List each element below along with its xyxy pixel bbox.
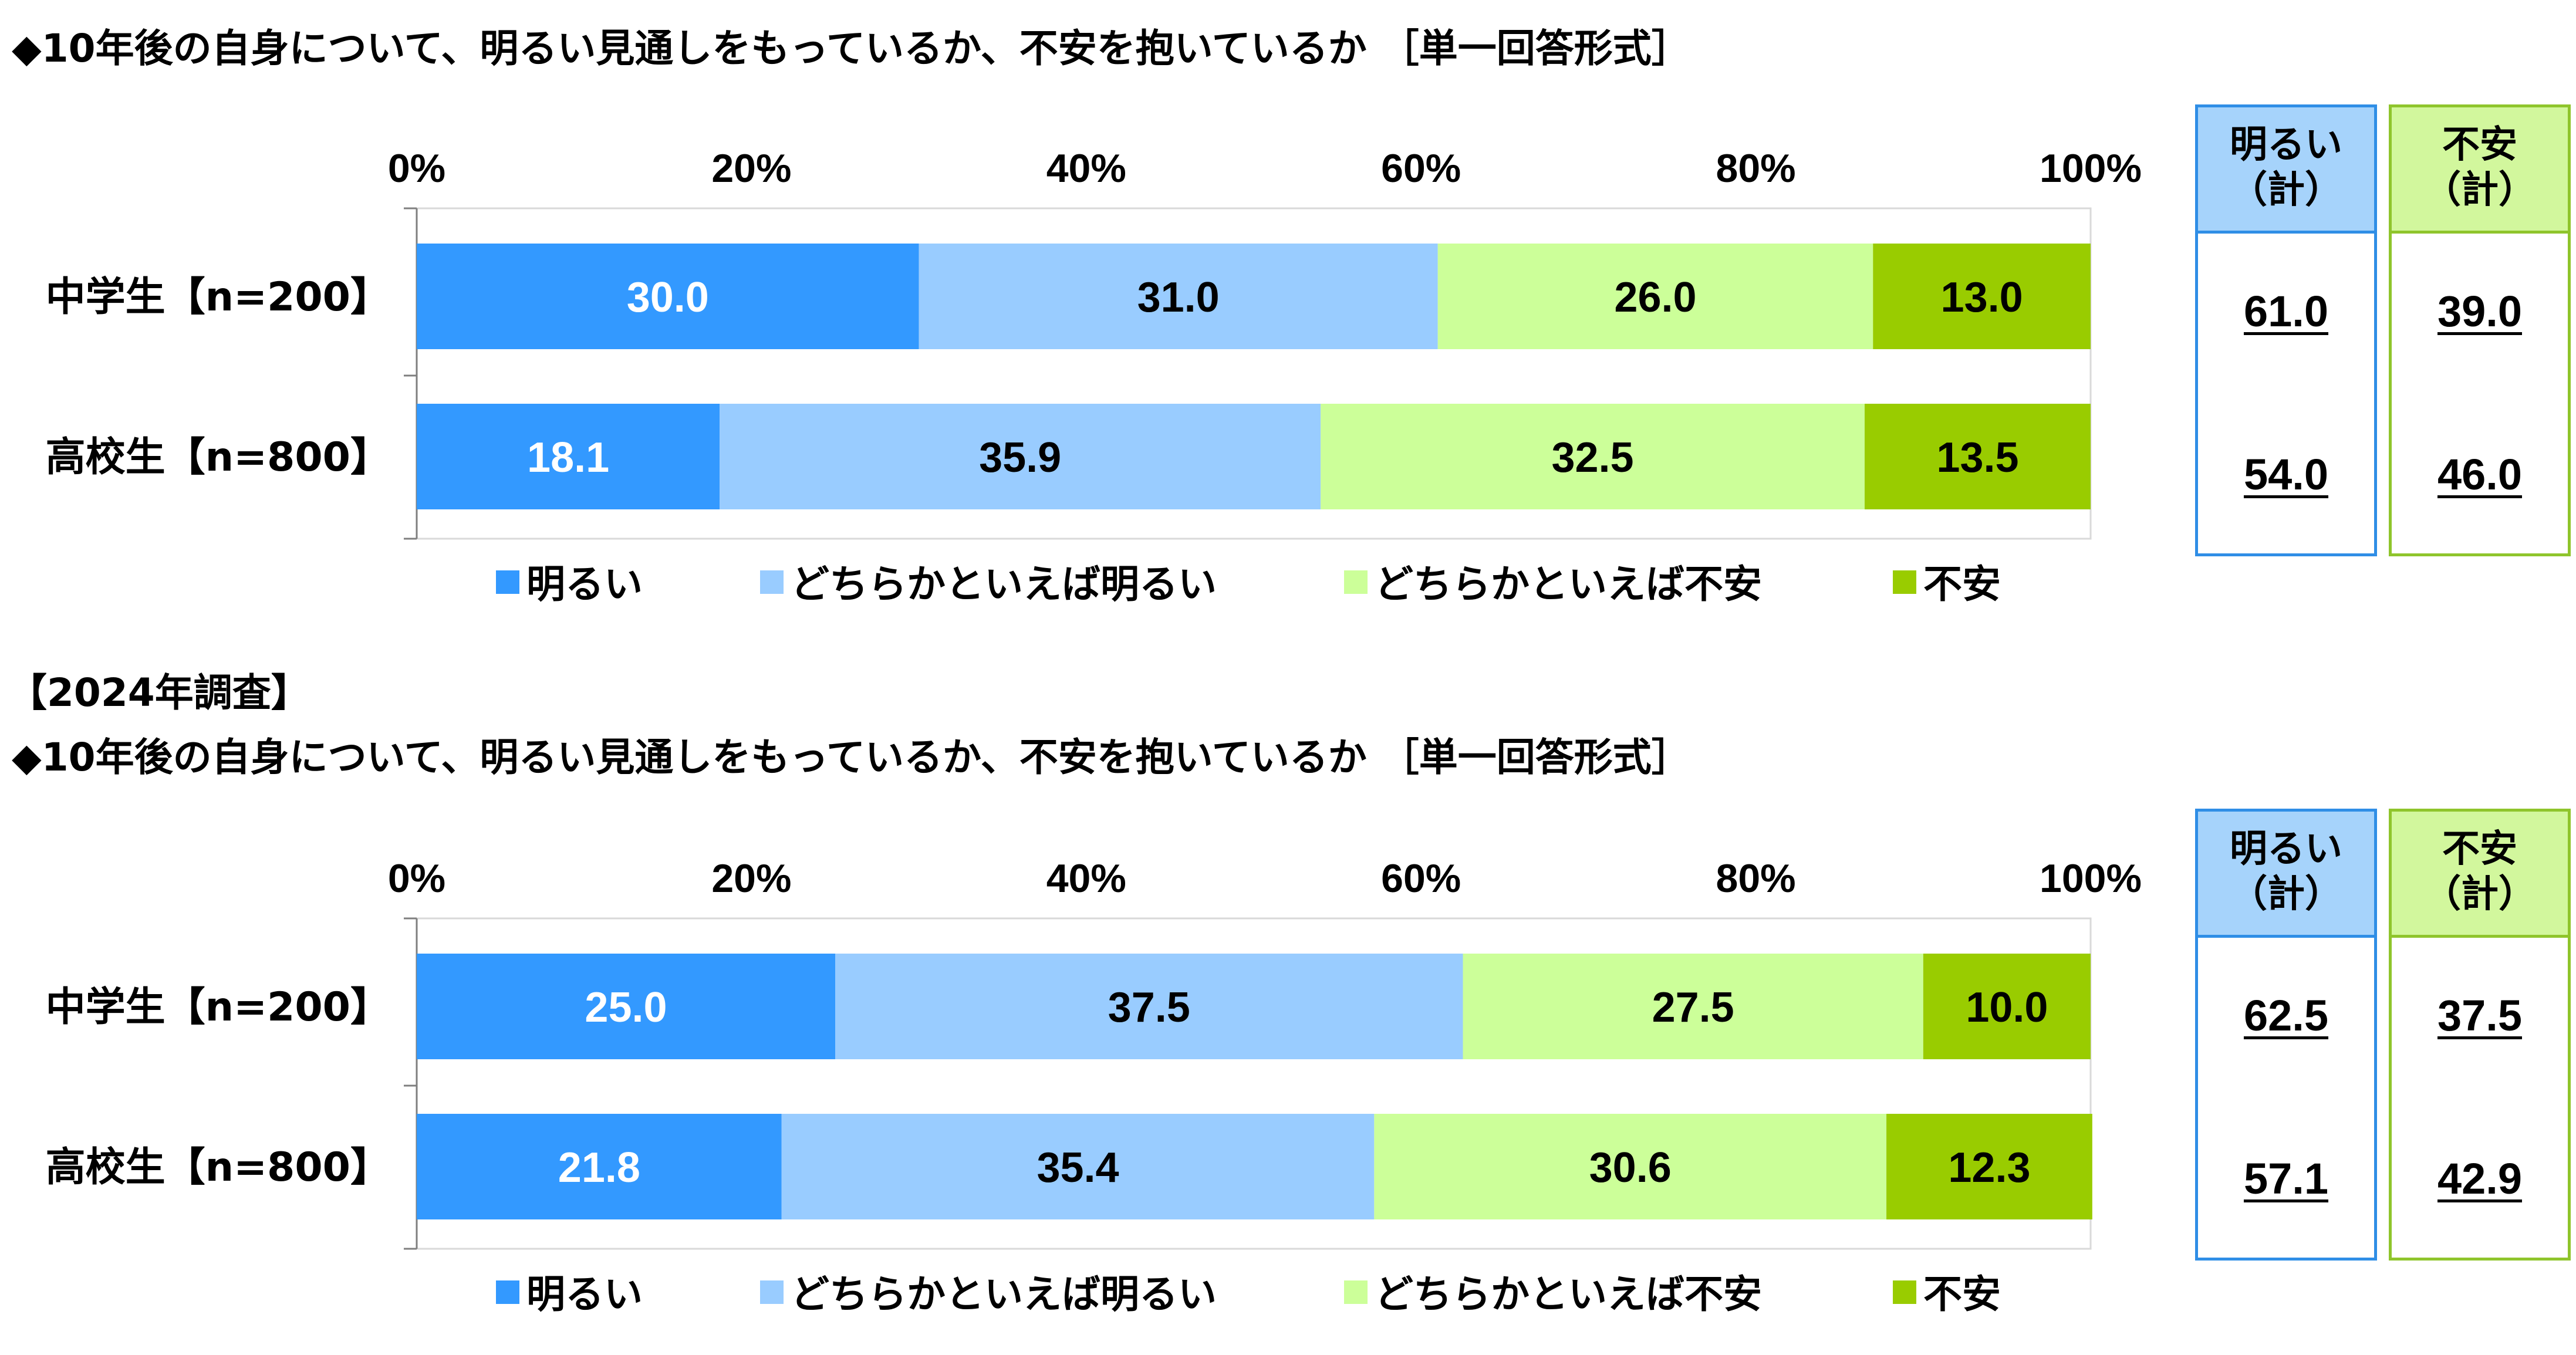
- bar-segment-1-0-3: [1873, 244, 2091, 349]
- category-label-2-1: 高校生【n=800】: [46, 1144, 390, 1191]
- summary-header-bright-2-line1: 明るい: [2230, 827, 2342, 871]
- legend-label-1-1: どちらかといえば明るい: [791, 562, 1217, 607]
- summary-box-anxious-1: 39.0 46.0: [2389, 234, 2571, 556]
- category-label-1-1: 高校生【n=800】: [46, 434, 390, 481]
- x-tick-label-2-4: 80%: [1716, 856, 1796, 901]
- x-tick-label-1-3: 60%: [1381, 146, 1461, 191]
- bar-segment-2-0-0: [417, 954, 835, 1059]
- summary-value-anxious-2-row2: 42.9: [2437, 1154, 2523, 1203]
- legend-swatch-1-3: [1893, 570, 1916, 594]
- legend-swatch-1-1: [760, 570, 784, 594]
- x-tick-label-1-1: 20%: [711, 146, 791, 191]
- legend-label-1-2: どちらかといえば不安: [1375, 562, 1762, 607]
- data-label-1-1-0: 18.1: [527, 434, 609, 481]
- summary-box-bright-1: 61.0 54.0: [2195, 234, 2377, 556]
- bar-segment-1-1-0: [417, 404, 720, 509]
- stacked-bar-chart-1: 0% 20% 40% 60% 80% 100% 中学生【n=200】 30.0 31.0 26.0…: [46, 146, 2142, 607]
- legend-label-2-1: どちらかといえば明るい: [791, 1272, 1217, 1317]
- legend-swatch-2-1: [760, 1280, 784, 1304]
- x-tick-label-1-5: 100%: [2040, 146, 2142, 191]
- x-tick-label-1-4: 80%: [1716, 146, 1796, 191]
- bar-segment-2-1-1: [781, 1114, 1375, 1219]
- data-label-1-1-2: 32.5: [1551, 434, 1633, 481]
- summary-header-anxious-2-line2: （計）: [2423, 872, 2536, 916]
- legend-label-1-3: 不安: [1923, 562, 2001, 607]
- x-tick-label-2-2: 40%: [1046, 856, 1126, 901]
- data-label-2-0-1: 37.5: [1108, 984, 1190, 1031]
- x-tick-label-2-5: 100%: [2040, 856, 2142, 901]
- chart-title-1: ◆10年後の自身について、明るい見通しをもっているか、不安を抱いているか ［単一…: [12, 26, 1690, 71]
- bar-segment-1-1-2: [1321, 404, 1865, 509]
- data-label-2-1-3: 12.3: [1948, 1144, 2030, 1191]
- data-label-1-0-0: 30.0: [627, 274, 709, 321]
- data-label-2-1-1: 35.4: [1037, 1144, 1119, 1191]
- data-label-1-0-1: 31.0: [1137, 274, 1220, 321]
- bar-segment-2-0-3: [1923, 954, 2091, 1059]
- data-label-2-1-2: 30.6: [1589, 1144, 1672, 1191]
- data-label-1-1-1: 35.9: [979, 434, 1061, 481]
- summary-value-anxious-1-row2: 46.0: [2437, 450, 2523, 499]
- summary-value-bright-1-row1: 61.0: [2243, 287, 2329, 336]
- summary-value-bright-2-row1: 62.5: [2243, 991, 2329, 1040]
- bar-segment-2-1-2: [1374, 1114, 1887, 1219]
- x-tick-label-2-3: 60%: [1381, 856, 1461, 901]
- summary-header-bright-2-line2: （計）: [2230, 872, 2342, 916]
- summary-value-bright-2-row2: 57.1: [2243, 1154, 2329, 1203]
- section-label-2024: 【2024年調査】: [8, 670, 310, 715]
- bar-segment-2-1-3: [1886, 1114, 2092, 1219]
- category-label-1-0: 中学生【n=200】: [46, 274, 390, 320]
- summary-value-bright-1-row2: 54.0: [2243, 450, 2329, 499]
- legend-swatch-2-0: [496, 1280, 519, 1304]
- bar-segment-1-0-1: [919, 244, 1438, 349]
- data-label-1-0-2: 26.0: [1614, 274, 1696, 321]
- data-label-2-0-2: 27.5: [1652, 984, 1734, 1031]
- bar-segment-2-1-0: [417, 1114, 782, 1219]
- summary-header-bright-1-line2: （計）: [2230, 168, 2342, 212]
- data-label-2-1-0: 21.8: [558, 1144, 640, 1191]
- summary-header-anxious-2: 不安 （計）: [2389, 809, 2571, 938]
- bar-segment-1-0-0: [417, 244, 919, 349]
- summary-header-anxious-1-line1: 不安: [2442, 123, 2517, 167]
- data-label-2-0-0: 25.0: [585, 984, 667, 1031]
- legend-swatch-2-2: [1344, 1280, 1368, 1304]
- chart-title-2: ◆10年後の自身について、明るい見通しをもっているか、不安を抱いているか ［単一…: [12, 735, 1690, 780]
- x-tick-label-2-1: 20%: [711, 856, 791, 901]
- summary-header-bright-1-line1: 明るい: [2230, 123, 2342, 167]
- summary-header-anxious-1-line2: （計）: [2423, 168, 2536, 212]
- bar-segment-1-1-1: [720, 404, 1321, 509]
- summary-value-anxious-2-row1: 37.5: [2437, 991, 2523, 1040]
- summary-header-anxious-2-line1: 不安: [2442, 827, 2517, 871]
- legend-swatch-2-3: [1893, 1280, 1916, 1304]
- data-label-2-0-3: 10.0: [1966, 984, 2048, 1031]
- legend-label-2-0: 明るい: [526, 1272, 643, 1317]
- legend-swatch-1-0: [496, 570, 519, 594]
- summary-header-bright-2: 明るい （計）: [2195, 809, 2377, 938]
- legend-label-2-2: どちらかといえば不安: [1375, 1272, 1762, 1317]
- summary-value-anxious-1-row1: 39.0: [2437, 287, 2523, 336]
- data-label-1-0-3: 13.0: [1941, 274, 2023, 321]
- category-label-2-0: 中学生【n=200】: [46, 984, 390, 1030]
- summary-header-bright-1: 明るい （計）: [2195, 104, 2377, 234]
- summary-box-bright-2: 62.5 57.1: [2195, 938, 2377, 1261]
- bar-segment-1-1-3: [1864, 404, 2091, 509]
- legend-label-2-3: 不安: [1923, 1272, 2001, 1317]
- x-tick-label-2-0: 0%: [388, 856, 445, 901]
- summary-header-anxious-1: 不安 （計）: [2389, 104, 2571, 234]
- bar-segment-2-0-2: [1463, 954, 1923, 1059]
- x-tick-label-1-2: 40%: [1046, 146, 1126, 191]
- summary-box-anxious-2: 37.5 42.9: [2389, 938, 2571, 1261]
- stacked-bar-chart-2: 0% 20% 40% 60% 80% 100% 中学生【n=200】 25.0 37.5 27.5…: [46, 856, 2142, 1317]
- data-label-1-1-3: 13.5: [1936, 434, 2018, 481]
- legend-swatch-1-2: [1344, 570, 1368, 594]
- bar-segment-1-0-2: [1437, 244, 1873, 349]
- bar-segment-2-0-1: [835, 954, 1463, 1059]
- legend-label-1-0: 明るい: [526, 562, 643, 607]
- x-tick-label-1-0: 0%: [388, 146, 445, 191]
